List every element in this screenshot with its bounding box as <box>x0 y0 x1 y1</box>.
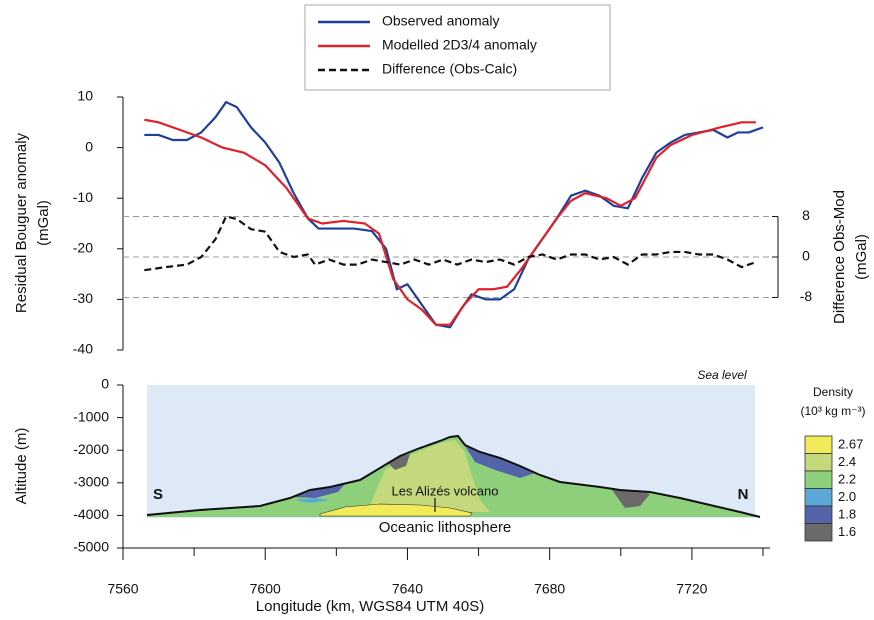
patch-1-6 <box>612 490 650 508</box>
annotation: N <box>738 486 749 503</box>
y2-axis-label: Difference Obs-Mod <box>831 190 848 324</box>
y-tick-label: -20 <box>73 240 93 256</box>
y-tick-label: 0 <box>101 376 109 392</box>
seafloor <box>146 434 761 518</box>
patch-1-6 <box>388 454 410 470</box>
x-axis-label: Longitude (km, WGS84 UTM 40S) <box>256 598 484 615</box>
y-tick-label: -10 <box>73 189 93 205</box>
y-tick-label: -5000 <box>73 539 109 555</box>
y-tick-label: -3000 <box>73 474 109 490</box>
y2-tick-label: 0 <box>802 248 810 264</box>
legend-title: (10³ kg m⁻³) <box>800 404 865 418</box>
core-2-4 <box>370 440 490 512</box>
lens-2-67 <box>319 503 473 517</box>
x-tick-label: 7720 <box>676 581 707 597</box>
legend-label: 1.8 <box>838 506 856 521</box>
x-tick-label: 7640 <box>392 581 423 597</box>
data-line <box>144 118 756 326</box>
legend-label: Modelled 2D3/4 anomaly <box>382 37 537 53</box>
legend-swatch <box>804 505 833 524</box>
data-line <box>144 215 757 272</box>
y-tick-label: -30 <box>73 290 93 306</box>
legend-box <box>304 4 611 91</box>
legend-label: 2.67 <box>838 436 863 451</box>
y-tick-label: -2000 <box>73 441 109 457</box>
legend-swatch <box>804 523 833 542</box>
legend-swatch <box>804 488 833 507</box>
x-tick-label: 7560 <box>107 581 138 597</box>
legend-label: Observed anomaly <box>382 13 500 29</box>
y-tick-label: 10 <box>77 88 93 104</box>
y-axis-label: Altitude (m) <box>13 428 30 505</box>
legend-title: Density <box>813 385 853 399</box>
legend-label: 1.6 <box>838 524 856 539</box>
x-tick-label: 7680 <box>534 581 565 597</box>
y2-tick-label: 8 <box>802 207 810 223</box>
data-line <box>144 100 764 329</box>
legend-swatch <box>804 470 833 489</box>
y-axis-label: (mGal) <box>35 200 52 246</box>
annotation: Oceanic lithosphere <box>379 519 512 536</box>
legend-swatch <box>804 435 833 454</box>
y-tick-label: -40 <box>73 341 93 357</box>
legend-label: Difference (Obs-Calc) <box>382 61 517 77</box>
legend-label: 2.0 <box>838 489 856 504</box>
y-tick-label: -1000 <box>73 408 109 424</box>
flank-2-0 <box>295 498 330 503</box>
legend-label: 2.4 <box>838 454 856 469</box>
x-tick-label: 7600 <box>250 581 281 597</box>
y-axis-label: Residual Bouguer anomaly <box>13 132 30 313</box>
legend-swatch <box>804 453 833 472</box>
flank-1-8 <box>465 446 535 478</box>
y-tick-label: -4000 <box>73 506 109 522</box>
annotation: Sea level <box>697 368 747 382</box>
annotation: Les Alizés volcano <box>392 483 499 498</box>
y2-tick-label: -8 <box>800 288 813 304</box>
y-tick-label: 0 <box>85 138 93 154</box>
legend-label: 2.2 <box>838 471 856 486</box>
y2-axis-label: (mGal) <box>853 234 870 280</box>
annotation: S <box>153 486 163 503</box>
